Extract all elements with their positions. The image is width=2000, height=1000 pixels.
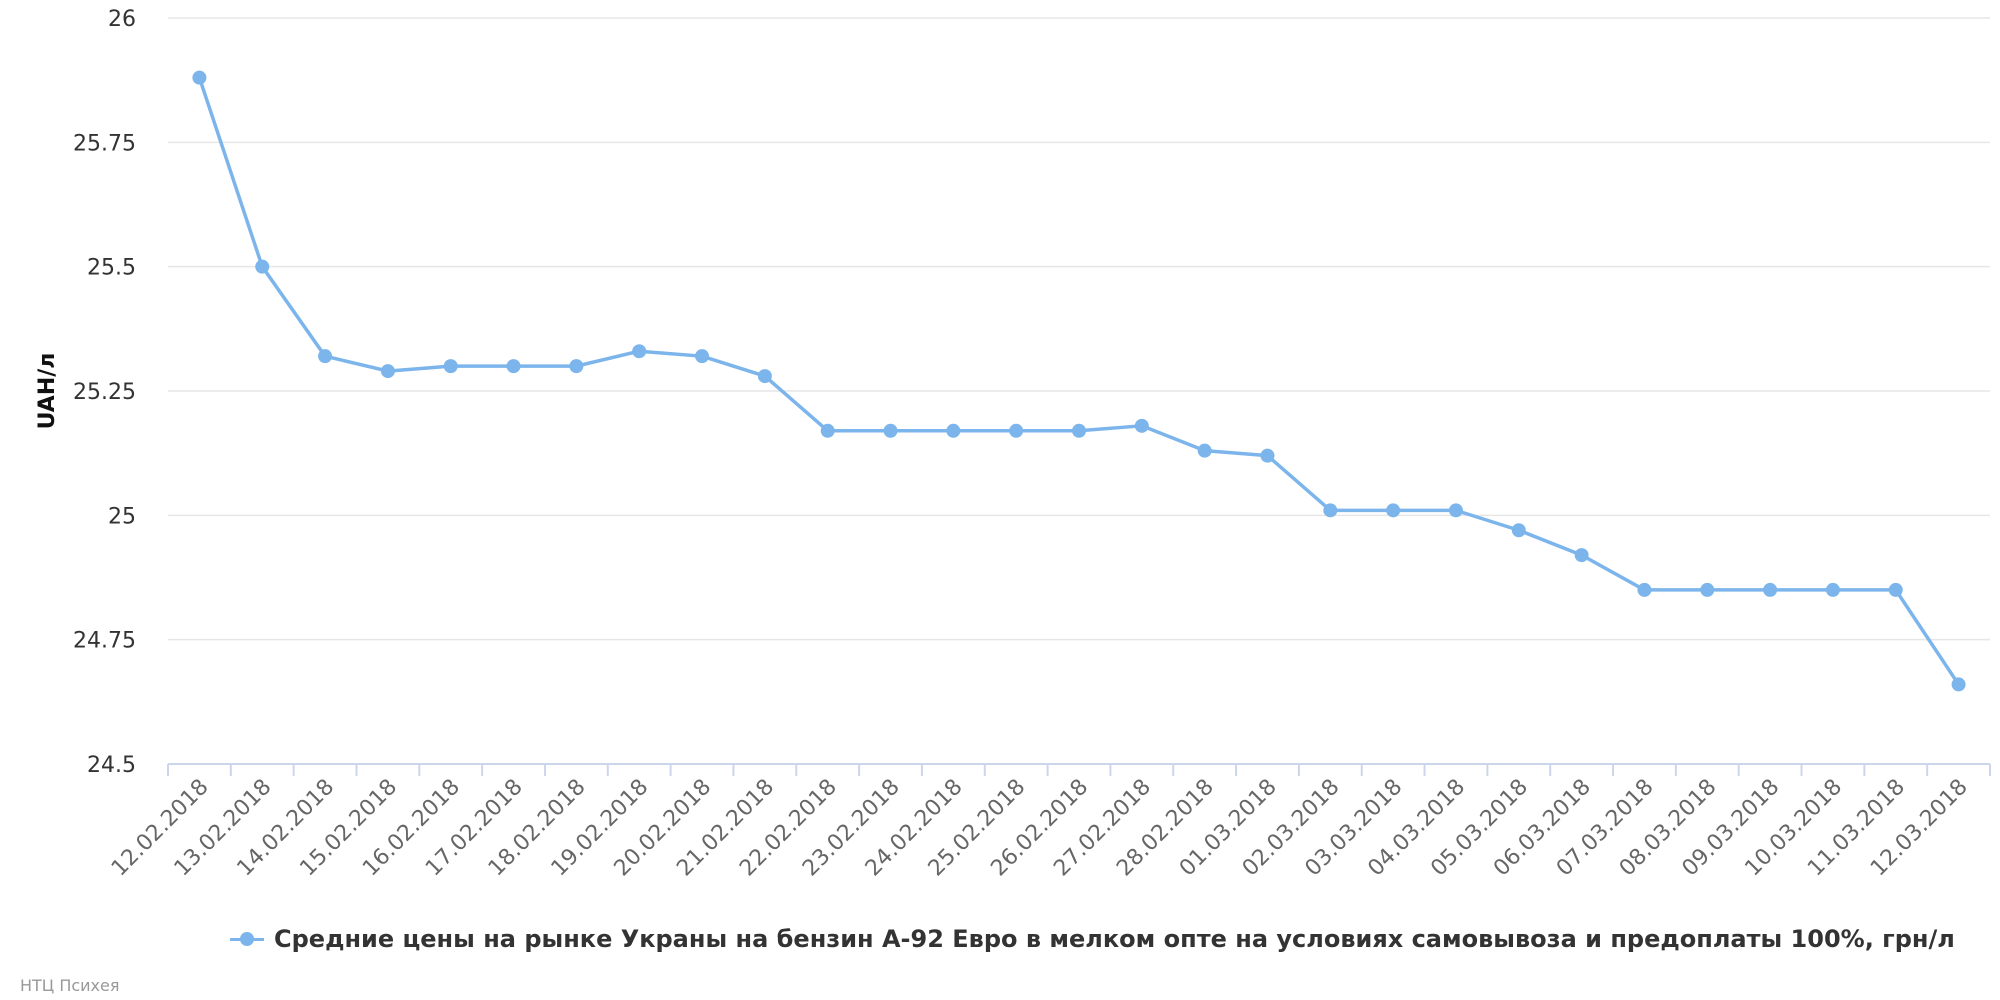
x-axis: 12.02.201813.02.201814.02.201815.02.2018… bbox=[107, 763, 1991, 881]
data-point[interactable] bbox=[1763, 582, 1778, 597]
data-point[interactable] bbox=[1448, 503, 1463, 518]
series-group bbox=[192, 70, 1966, 692]
data-point[interactable] bbox=[632, 344, 647, 359]
data-point[interactable] bbox=[695, 349, 710, 364]
data-point[interactable] bbox=[1009, 423, 1024, 438]
data-point[interactable] bbox=[318, 349, 333, 364]
data-point[interactable] bbox=[1825, 582, 1840, 597]
legend-label: Средние цены на рынке Украны на бензин А… bbox=[274, 925, 1955, 953]
data-point[interactable] bbox=[380, 364, 395, 379]
data-point[interactable] bbox=[1386, 503, 1401, 518]
data-point[interactable] bbox=[946, 423, 961, 438]
y-tick-label: 25.25 bbox=[73, 380, 136, 405]
data-point[interactable] bbox=[1574, 548, 1589, 563]
y-tick-label: 26 bbox=[108, 7, 136, 32]
data-point[interactable] bbox=[1511, 523, 1526, 538]
credit[interactable]: НТЦ Психея bbox=[20, 976, 120, 995]
data-point[interactable] bbox=[883, 423, 898, 438]
data-point[interactable] bbox=[1700, 582, 1715, 597]
y-tick-label: 24.5 bbox=[87, 753, 136, 778]
y-tick-label: 24.75 bbox=[73, 629, 136, 654]
data-point[interactable] bbox=[569, 359, 584, 374]
y-tick-label: 25 bbox=[108, 504, 136, 529]
y-tick-label: 25.75 bbox=[73, 131, 136, 156]
data-point[interactable] bbox=[1888, 582, 1903, 597]
data-point[interactable] bbox=[1072, 423, 1086, 438]
data-point[interactable] bbox=[443, 359, 458, 374]
data-point[interactable] bbox=[820, 423, 835, 438]
legend[interactable]: Средние цены на рынке Украны на бензин А… bbox=[230, 925, 1955, 953]
data-point[interactable] bbox=[1197, 443, 1212, 458]
y-axis-label: UAH/л bbox=[35, 353, 60, 430]
grid-lines bbox=[168, 17, 1990, 641]
data-point[interactable] bbox=[255, 259, 270, 274]
data-point[interactable] bbox=[1134, 418, 1149, 433]
series-line bbox=[197, 77, 1961, 686]
data-point[interactable] bbox=[1260, 448, 1275, 463]
y-axis-ticks: 24.5 24.75 25 25.25 25.5 25.75 26 bbox=[73, 7, 136, 778]
data-point[interactable] bbox=[1323, 503, 1338, 518]
data-point[interactable] bbox=[1637, 582, 1652, 597]
y-tick-label: 25.5 bbox=[87, 256, 136, 281]
data-point[interactable] bbox=[192, 70, 207, 85]
data-point[interactable] bbox=[757, 369, 772, 384]
data-point[interactable] bbox=[506, 359, 521, 374]
data-point[interactable] bbox=[1951, 677, 1966, 692]
legend-swatch-icon bbox=[230, 932, 264, 946]
